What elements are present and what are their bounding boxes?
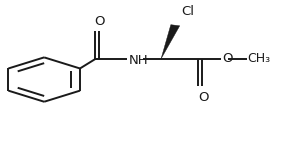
Text: O: O bbox=[198, 91, 208, 104]
Text: Cl: Cl bbox=[181, 5, 194, 18]
Text: O: O bbox=[222, 52, 233, 65]
Text: O: O bbox=[95, 15, 105, 28]
Polygon shape bbox=[161, 25, 180, 59]
Text: CH₃: CH₃ bbox=[247, 52, 270, 65]
Text: NH: NH bbox=[128, 54, 148, 67]
